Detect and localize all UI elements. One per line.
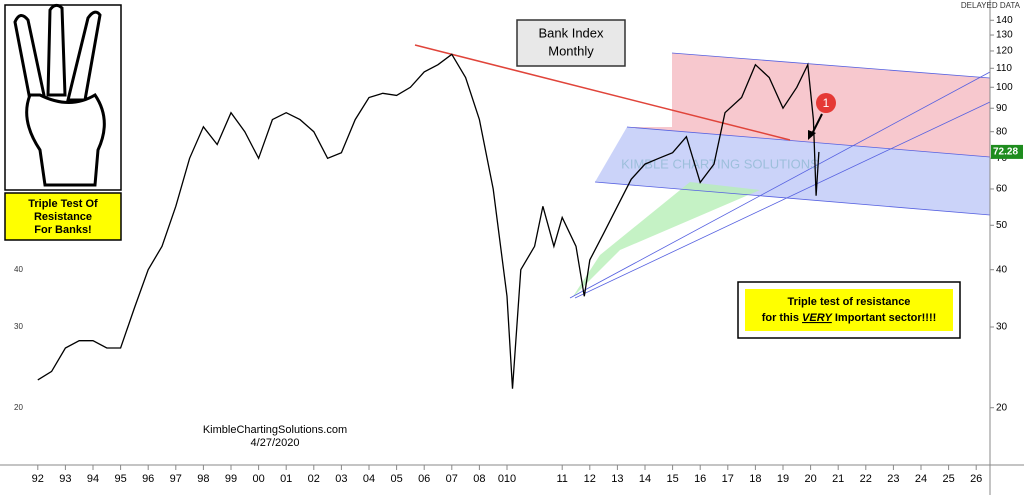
x-tick-label: 26 <box>970 473 982 485</box>
y-tick-label: 60 <box>996 184 1008 195</box>
x-tick-label: 21 <box>832 473 844 485</box>
price-line <box>37 53 820 389</box>
plot <box>37 53 820 389</box>
y-tick-label: 140 <box>996 15 1013 26</box>
x-tick-label: 07 <box>446 473 458 485</box>
title-box <box>516 19 626 67</box>
x-tick-label: 25 <box>942 473 954 485</box>
x-tick-label: 08 <box>473 473 485 485</box>
hand-drawing <box>13 3 106 187</box>
x-tick-label: 010 <box>498 473 516 485</box>
credit: KimbleChartingSolutions.com <box>203 424 347 436</box>
right-callout-fill <box>745 289 953 331</box>
x-tick-label: 14 <box>639 473 651 485</box>
callout-text: Triple test of resistance <box>788 296 911 308</box>
resistance-line <box>414 44 791 141</box>
last-value-label: 72.28 <box>993 147 1018 158</box>
left-y-tick-label: 20 <box>14 403 23 412</box>
x-tick-label: 02 <box>308 473 320 485</box>
x-tick-label: 13 <box>611 473 623 485</box>
arrow-head <box>808 130 816 140</box>
channel-line <box>671 52 991 79</box>
x-tick-label: 98 <box>197 473 209 485</box>
y-tick-label: 110 <box>996 63 1012 74</box>
chart-title: Bank Index <box>538 25 604 40</box>
x-tick-label: 00 <box>252 473 264 485</box>
x-tick-label: 12 <box>584 473 596 485</box>
y-tick-label: 120 <box>996 46 1013 57</box>
callout-emphasis: VERY <box>802 312 833 324</box>
y-tick-label: 80 <box>996 126 1008 137</box>
left-callout <box>4 192 122 241</box>
arrow <box>811 113 823 135</box>
y-tick-label: 30 <box>996 322 1008 333</box>
x-tick-label: 93 <box>59 473 71 485</box>
y-tick-label: 40 <box>996 264 1008 275</box>
x-tick-label: 96 <box>142 473 154 485</box>
x-tick-label: 92 <box>32 473 44 485</box>
x-tick-label: 16 <box>694 473 706 485</box>
left-y-tick-label: 30 <box>14 322 23 331</box>
x-tick-label: 11 <box>556 473 567 485</box>
x-tick-label: 95 <box>114 473 126 485</box>
x-tick-label: 06 <box>418 473 430 485</box>
y-tick-label: 100 <box>996 82 1013 93</box>
x-tick-label: 97 <box>170 473 182 485</box>
y-tick-label: 130 <box>996 30 1013 41</box>
channel-line <box>569 71 991 299</box>
marker <box>816 93 836 113</box>
date: 4/27/2020 <box>251 437 300 449</box>
x-tick-label: 20 <box>804 473 816 485</box>
x-tick-label: 24 <box>915 473 927 485</box>
x-tick-label: 04 <box>363 473 375 485</box>
watermark: KIMBLE CHARTING SOLUTIONS <box>621 156 819 171</box>
x-tick-label: 19 <box>777 473 789 485</box>
x-tick-label: 17 <box>722 473 734 485</box>
y-tick-label: 50 <box>996 220 1008 231</box>
y-tick-label: 90 <box>996 103 1008 114</box>
x-tick-label: 22 <box>860 473 872 485</box>
x-tick-label: 03 <box>335 473 347 485</box>
x-tick-label: 05 <box>390 473 402 485</box>
x-tick-label: 94 <box>87 473 99 485</box>
callout-text: for this VERY Important sector!!!! <box>762 312 937 324</box>
chart-subtitle: Monthly <box>548 43 594 58</box>
callout-text: Triple Test Of <box>28 198 98 210</box>
callout-text: For Banks! <box>34 224 91 236</box>
x-tick-label: 15 <box>666 473 678 485</box>
last-value-box <box>991 144 1023 159</box>
x-tick-label: 01 <box>280 473 292 485</box>
x-tick-label: 18 <box>749 473 761 485</box>
y-tick-label: 20 <box>996 402 1008 413</box>
marker-label: 1 <box>823 96 830 110</box>
x-tick-label: 23 <box>887 473 899 485</box>
callout-text: for this <box>762 312 802 324</box>
callout-text: Important sector!!!! <box>832 312 937 324</box>
channel-line <box>626 126 991 158</box>
left-y-tick-label: 40 <box>14 265 23 274</box>
header-note: DELAYED DATA <box>961 1 1021 10</box>
rising-channel <box>572 182 760 298</box>
x-tick-label: 99 <box>225 473 237 485</box>
channel-line <box>574 101 991 299</box>
resistance-channel <box>627 53 990 157</box>
channel-line <box>594 181 991 216</box>
callout-text: Resistance <box>34 211 92 223</box>
